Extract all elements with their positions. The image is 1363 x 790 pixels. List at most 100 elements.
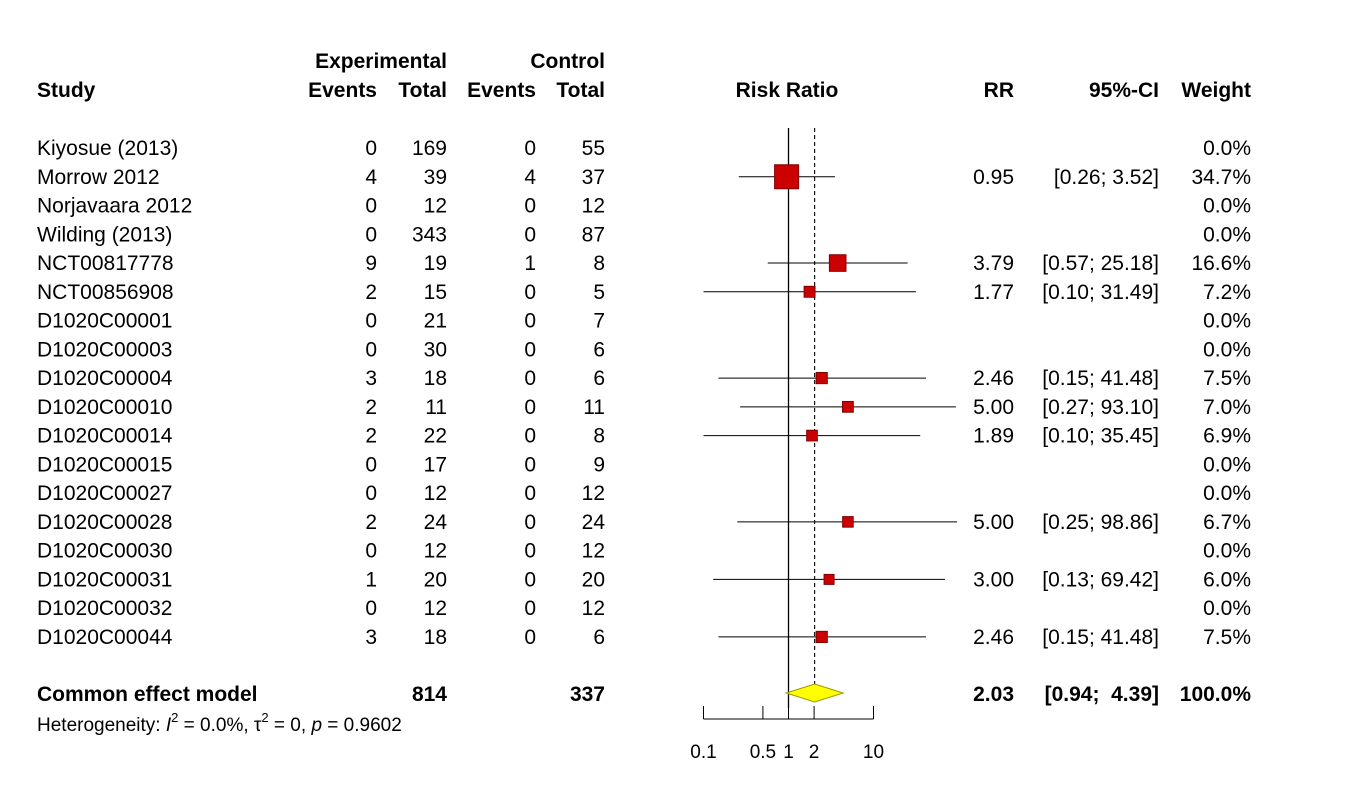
heterogeneity-tau-exponent: 2: [261, 710, 268, 725]
table-row: D1020C00015 0 17 0 9 0.0%: [37, 453, 1251, 476]
experimental-events: 2: [365, 396, 377, 419]
risk-ratio-value: 2.46: [973, 626, 1014, 649]
table-row: D1020C00027 0 12 0 12 0.0%: [37, 482, 1251, 505]
pooled-total-experimental: 814: [412, 683, 447, 706]
confidence-interval: [0.25; 98.86]: [1042, 511, 1159, 534]
risk-ratio-value: 2.46: [973, 367, 1014, 390]
table-row: D1020C00044 3 18 0 6 2.46 [0.15; 41.48] 7.5%: [37, 626, 1251, 649]
study-name: Morrow 2012: [37, 166, 160, 189]
experimental-events: 1: [365, 568, 377, 591]
study-square: [828, 254, 847, 272]
weight-value: 0.0%: [1203, 310, 1251, 333]
header-ci: 95%-CI: [1089, 79, 1159, 102]
experimental-events: 0: [365, 540, 377, 563]
table-row: NCT00856908 2 15 0 5 1.77 [0.10; 31.49] 7.2%: [37, 281, 1251, 304]
table-row: D1020C00003 0 30 0 6 0.0%: [37, 338, 1251, 361]
experimental-total: 24: [424, 511, 448, 534]
control-events: 0: [524, 540, 536, 563]
pooled-weight: 100.0%: [1180, 683, 1252, 706]
heterogeneity-tau-value: = 0,: [269, 715, 312, 736]
weight-value: 0.0%: [1203, 195, 1251, 218]
confidence-interval: [0.13; 69.42]: [1042, 568, 1159, 591]
table-row: Norjavaara 2012 0 12 0 12 0.0%: [37, 195, 1251, 218]
heterogeneity-tau-symbol: τ: [254, 715, 262, 736]
pooled-diamond: [784, 683, 845, 703]
control-total: 12: [582, 540, 605, 563]
control-events: 0: [524, 626, 536, 649]
experimental-total: 15: [424, 281, 447, 304]
experimental-total: 12: [424, 597, 447, 620]
header-events-control: Events: [467, 79, 536, 102]
pooled-total-control: 337: [570, 683, 605, 706]
experimental-events: 0: [365, 223, 377, 246]
table-row: D1020C00031 1 20 0 20 3.00 [0.13; 69.42] 6.0%: [37, 568, 1251, 591]
study-name: D1020C00044: [37, 626, 173, 649]
control-total: 9: [593, 453, 605, 476]
study-name: D1020C00030: [37, 540, 172, 563]
study-name: D1020C00015: [37, 453, 172, 476]
experimental-total: 11: [425, 396, 447, 419]
control-total: 8: [593, 425, 605, 448]
table-row: NCT00817778 9 19 1 8 3.79 [0.57; 25.18] 16.6%: [37, 252, 1251, 275]
experimental-total: 343: [412, 223, 447, 246]
study-square: [815, 372, 828, 385]
control-total: 8: [593, 252, 605, 275]
heterogeneity-i-symbol: I: [166, 715, 172, 736]
control-total: 6: [593, 338, 605, 361]
control-events: 0: [524, 137, 536, 160]
study-square: [803, 285, 816, 298]
experimental-total: 18: [424, 626, 447, 649]
study-square: [823, 573, 835, 585]
x-axis-tick-label: 0.5: [750, 742, 776, 763]
experimental-total: 19: [424, 252, 447, 275]
experimental-events: 0: [365, 482, 377, 505]
table-row: D1020C00014 2 22 0 8 1.89 [0.10; 35.45] 6.9%: [37, 425, 1251, 448]
heterogeneity-i-value: = 0.0%,: [178, 715, 254, 736]
experimental-total: 12: [424, 540, 447, 563]
experimental-total: 169: [412, 137, 447, 160]
plot-area: 0.1 0.5 1 2 10: [690, 128, 957, 763]
weight-value: 7.0%: [1203, 396, 1251, 419]
control-total: 12: [582, 482, 605, 505]
header-events-experimental: Events: [308, 79, 377, 102]
control-events: 0: [524, 367, 536, 390]
control-total: 37: [582, 166, 605, 189]
study-name: D1020C00032: [37, 597, 172, 620]
header-total-experimental: Total: [398, 79, 447, 102]
confidence-interval: [0.10; 31.49]: [1042, 281, 1159, 304]
table-row: D1020C00028 2 24 0 24 5.00 [0.25; 98.86] 6.7%: [37, 511, 1251, 534]
study-name: D1020C00031: [37, 568, 172, 591]
control-events: 0: [524, 453, 536, 476]
control-total: 12: [582, 195, 605, 218]
study-name: D1020C00027: [37, 482, 172, 505]
experimental-events: 3: [365, 367, 377, 390]
experimental-total: 22: [424, 425, 447, 448]
header-control: Control: [530, 50, 605, 73]
control-total: 11: [583, 396, 605, 419]
weight-value: 7.2%: [1203, 281, 1251, 304]
control-total: 7: [593, 310, 605, 333]
experimental-events: 0: [365, 137, 377, 160]
risk-ratio-value: 1.77: [973, 281, 1014, 304]
weight-value: 6.7%: [1203, 511, 1251, 534]
header-total-control: Total: [556, 79, 605, 102]
study-name: D1020C00003: [37, 338, 172, 361]
experimental-events: 0: [365, 195, 377, 218]
heterogeneity-p-symbol: p: [310, 715, 322, 736]
table-row: D1020C00001 0 21 0 7 0.0%: [37, 310, 1251, 333]
control-events: 0: [524, 310, 536, 333]
table-row: D1020C00032 0 12 0 12 0.0%: [37, 597, 1251, 620]
confidence-interval: [0.57; 25.18]: [1042, 252, 1159, 275]
study-square: [842, 400, 854, 413]
control-total: 6: [593, 626, 605, 649]
experimental-total: 17: [424, 453, 447, 476]
heterogeneity-p-value: = 0.9602: [322, 715, 402, 736]
heterogeneity-prefix: Heterogeneity:: [37, 715, 166, 736]
study-name: NCT00856908: [37, 281, 174, 304]
study-name: D1020C00014: [37, 425, 173, 448]
risk-ratio-value: 3.79: [973, 252, 1014, 275]
column-headers: Experimental Control Study Events Total …: [37, 50, 1251, 102]
control-events: 0: [524, 511, 536, 534]
study-square: [806, 429, 818, 442]
